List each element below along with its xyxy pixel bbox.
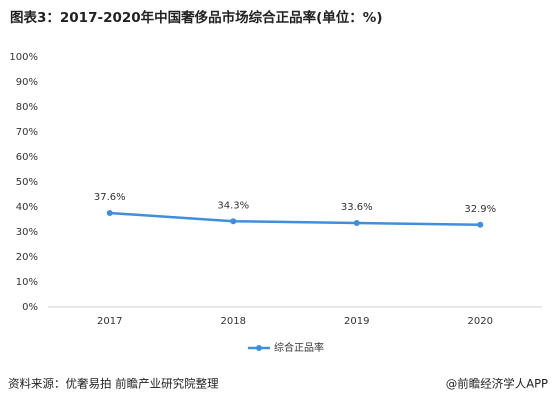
y-tick-label: 90% xyxy=(16,77,38,88)
x-tick-label: 2019 xyxy=(344,316,369,327)
x-tick-label: 2020 xyxy=(468,316,493,327)
x-tick-label: 2017 xyxy=(97,316,122,327)
y-tick-label: 70% xyxy=(16,127,38,138)
value-label: 34.3% xyxy=(217,200,249,211)
x-tick-label: 2018 xyxy=(221,316,246,327)
value-label: 32.9% xyxy=(464,204,496,215)
point xyxy=(106,210,113,216)
y-tick-label: 20% xyxy=(16,252,38,263)
y-tick-label: 60% xyxy=(16,152,38,163)
legend-label: 综合正品率 xyxy=(274,341,324,354)
y-tick-label: 30% xyxy=(16,227,38,238)
source: 资料来源：优奢易拍 前瞻产业研究院整理 xyxy=(8,377,219,391)
y-tick-label: 10% xyxy=(16,277,38,288)
value-label: 37.6% xyxy=(94,192,126,203)
value-label: 33.6% xyxy=(341,202,373,213)
y-tick-label: 100% xyxy=(9,52,38,63)
y-tick-label: 50% xyxy=(16,177,38,188)
chart-title: 图表3：2017-2020年中国奢侈品市场综合正品率(单位：%) xyxy=(10,9,383,26)
y-tick-label: 0% xyxy=(22,302,38,313)
series-line xyxy=(109,211,481,226)
legend-marker xyxy=(256,345,262,351)
point xyxy=(353,220,360,226)
y-tick-label: 40% xyxy=(16,202,38,213)
point xyxy=(477,221,484,228)
y-tick-label: 80% xyxy=(16,102,38,113)
point xyxy=(230,218,237,225)
watermark: @前瞻经济学人APP xyxy=(446,377,548,391)
